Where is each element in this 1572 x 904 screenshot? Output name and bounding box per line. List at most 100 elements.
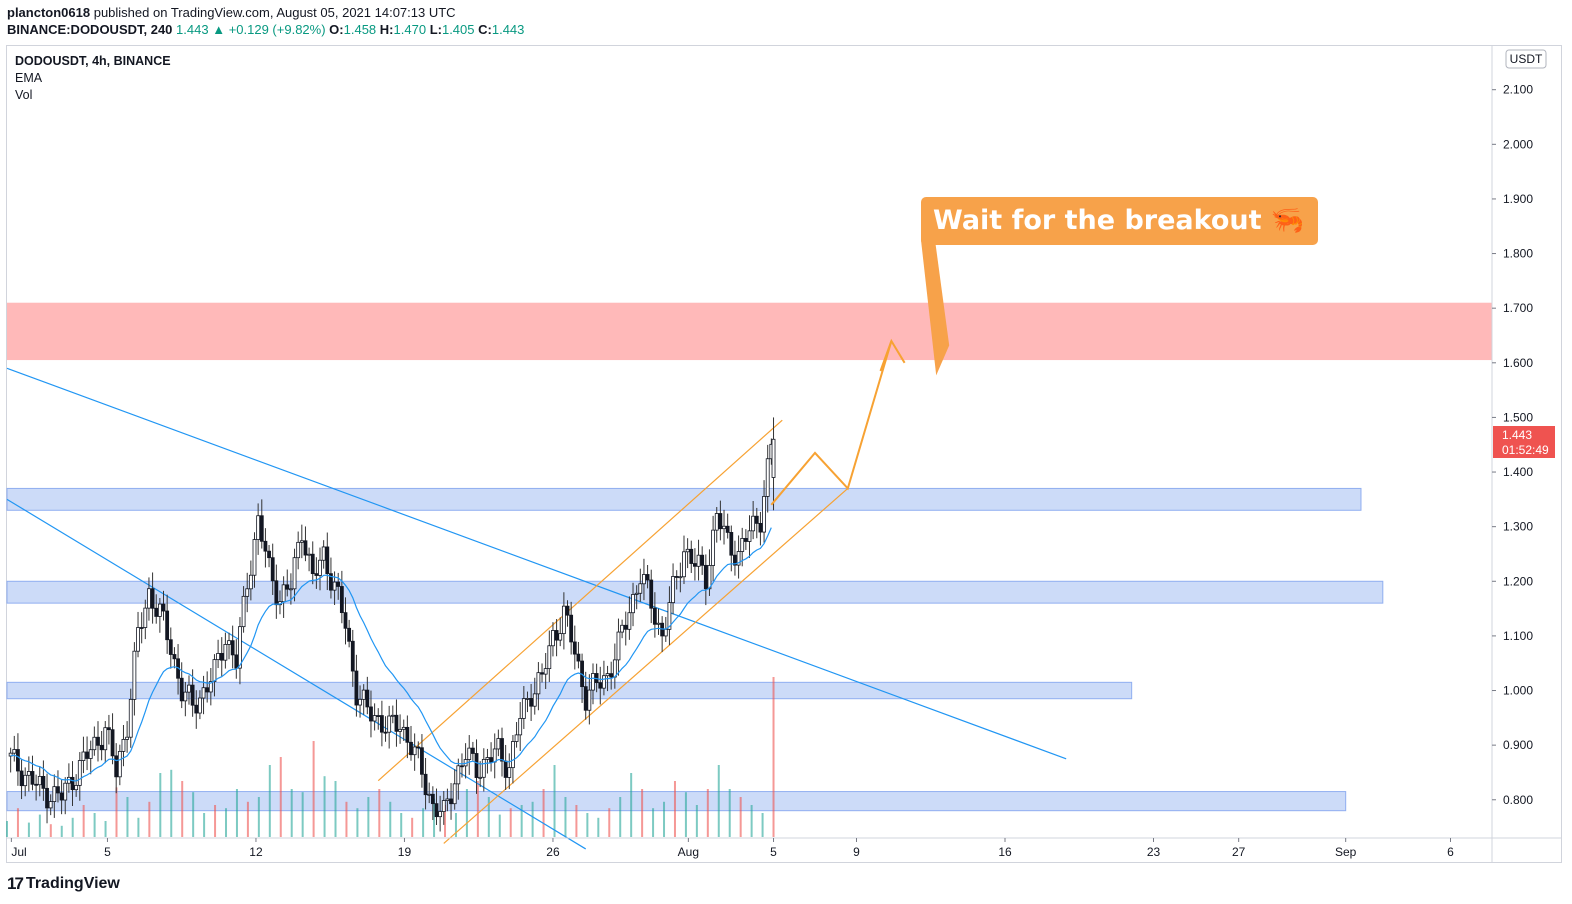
candle-body <box>194 704 199 714</box>
candle-body <box>525 698 530 700</box>
tradingview-logo-icon: 17 <box>7 874 24 893</box>
candle-body <box>747 530 752 542</box>
candle-body <box>325 546 330 575</box>
candle-body <box>292 557 297 590</box>
time-tick-label: Sep <box>1335 845 1357 859</box>
candle-body <box>208 681 213 693</box>
currency-badge[interactable]: USDT <box>1510 52 1543 66</box>
volume-bar <box>476 781 479 837</box>
volume-bar <box>717 765 720 837</box>
candle-body <box>409 741 413 756</box>
candle-body <box>227 640 231 645</box>
candle-body <box>765 458 770 497</box>
candle-body <box>543 668 548 675</box>
author-name[interactable]: plancton0618 <box>7 5 91 20</box>
candle-body <box>485 757 490 760</box>
candle-body <box>190 684 195 706</box>
candle-body <box>674 576 679 578</box>
candle-body <box>321 546 326 561</box>
volume-bar <box>312 741 315 837</box>
candle-body <box>168 639 173 655</box>
candle-body <box>114 755 119 778</box>
volume-bar <box>225 808 228 837</box>
volume-bar <box>60 825 63 837</box>
volume-bar <box>772 677 775 837</box>
high-value: 1.470 <box>393 22 427 37</box>
candle-body <box>336 581 341 587</box>
lines-layer <box>6 367 1067 850</box>
candle-body <box>361 689 366 700</box>
volume-bar <box>739 797 742 837</box>
price-tick-label: 1.500 <box>1503 410 1533 424</box>
time-tick-label: 19 <box>398 845 412 859</box>
candle-body <box>667 602 672 630</box>
volume-bar <box>279 757 282 837</box>
tradingview-logo[interactable]: 17 TradingView <box>7 874 120 894</box>
volume-bar <box>728 789 731 837</box>
time-tick-label: 27 <box>1232 845 1246 859</box>
candle-body <box>365 689 370 708</box>
candle-body <box>48 801 53 809</box>
candle-body <box>751 515 756 532</box>
volume-bar <box>619 797 622 837</box>
candle-body <box>492 748 497 763</box>
candle-body <box>536 672 541 695</box>
volume-bar <box>345 801 348 837</box>
candle-body <box>449 798 453 805</box>
volume-bar <box>104 821 107 837</box>
time-tick-label: Jul <box>11 845 26 859</box>
candle-body <box>529 698 534 707</box>
candle-body <box>678 576 683 579</box>
tradingview-brand: TradingView <box>25 875 120 892</box>
candle-body <box>576 653 581 662</box>
candle-body <box>616 631 621 661</box>
breakout-callout[interactable]: Wait for the breakout 🦐 <box>921 197 1318 376</box>
candle-body <box>430 793 435 805</box>
candle-body <box>52 786 57 802</box>
candle-body <box>565 605 570 616</box>
candle-body <box>56 786 60 794</box>
candle-body <box>598 682 603 689</box>
volume-bar <box>673 781 676 837</box>
candle-body <box>245 588 250 597</box>
candle-body <box>259 515 264 542</box>
legend-volume[interactable]: Vol <box>15 88 33 102</box>
candle-body <box>405 726 410 743</box>
candle-body <box>187 684 191 693</box>
candle-body <box>88 749 93 759</box>
candle-body <box>652 607 657 625</box>
legend-ema[interactable]: EMA <box>15 71 43 85</box>
candle-body <box>369 706 373 722</box>
candle-body <box>722 525 726 530</box>
volume-bar <box>93 813 96 837</box>
projection-path <box>770 340 893 506</box>
candle-body <box>234 654 239 669</box>
candle-body <box>663 628 668 637</box>
candle-body <box>685 548 690 553</box>
candle-body <box>758 522 763 533</box>
candle-body <box>274 580 279 606</box>
legend-symbol[interactable]: DODOUSDT, 4h, BINANCE <box>15 54 171 68</box>
candle-body <box>649 579 654 609</box>
zones-layer <box>6 302 1492 812</box>
candle-body <box>718 513 723 530</box>
channel-upper <box>377 419 783 782</box>
volume-bar <box>444 805 447 837</box>
candle-body <box>398 728 402 732</box>
candle-body <box>26 771 31 776</box>
zone-support-1 <box>6 487 1362 511</box>
candle-body <box>754 515 759 524</box>
candle-body <box>117 750 122 778</box>
candle-body <box>19 770 24 787</box>
candle-body <box>587 689 592 711</box>
candle-body <box>74 784 79 791</box>
candle-body <box>219 653 224 661</box>
candle-body <box>383 731 388 734</box>
candle-body <box>343 612 348 629</box>
candle-body <box>350 640 355 672</box>
ema-line <box>10 527 772 782</box>
time-tick-label: 12 <box>249 845 263 859</box>
candle-body <box>23 774 28 787</box>
volume-bar <box>684 792 687 837</box>
